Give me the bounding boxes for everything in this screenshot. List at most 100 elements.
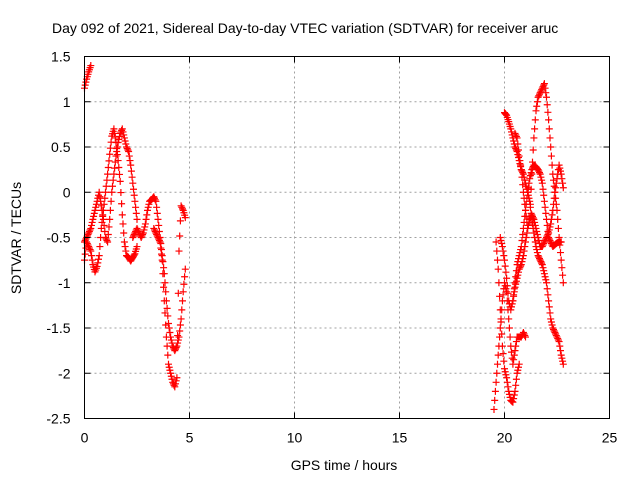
- data-point: [155, 235, 163, 243]
- data-point: [538, 243, 546, 251]
- data-point: [161, 309, 169, 317]
- data-point: [547, 238, 555, 246]
- data-point: [82, 78, 90, 86]
- data-point: [511, 279, 519, 287]
- series-s4: [129, 193, 189, 355]
- data-point: [86, 246, 94, 254]
- data-point: [537, 87, 545, 95]
- data-point: [111, 134, 119, 142]
- data-point: [116, 132, 123, 140]
- data-point: [515, 252, 523, 260]
- data-point: [548, 161, 556, 169]
- data-point: [163, 304, 171, 312]
- data-point: [118, 126, 126, 134]
- data-point: [534, 252, 542, 260]
- data-point: [176, 217, 184, 225]
- data-point: [120, 131, 128, 139]
- data-point: [125, 148, 133, 156]
- data-point: [528, 211, 536, 219]
- data-point: [522, 200, 530, 208]
- data-point: [533, 249, 541, 257]
- data-point: [558, 354, 566, 362]
- data-point: [501, 365, 508, 373]
- data-point: [113, 148, 121, 156]
- data-point: [557, 170, 565, 178]
- data-point: [179, 297, 186, 305]
- y-tick-label: -1: [58, 275, 71, 291]
- data-point: [143, 211, 151, 219]
- data-point: [113, 143, 121, 151]
- data-point: [165, 324, 173, 332]
- data-point: [543, 285, 551, 293]
- data-point: [99, 211, 107, 219]
- data-point: [90, 212, 98, 220]
- data-point: [165, 363, 173, 371]
- data-point: [551, 188, 559, 196]
- data-point: [515, 255, 522, 263]
- data-point: [545, 235, 553, 243]
- data-point: [519, 329, 527, 337]
- data-point: [505, 387, 513, 395]
- data-point: [533, 230, 541, 238]
- data-point: [540, 240, 548, 248]
- data-point: [163, 342, 171, 350]
- data-point: [130, 191, 138, 199]
- data-point: [546, 134, 554, 142]
- data-point: [87, 62, 95, 70]
- data-point: [506, 393, 514, 401]
- data-point: [141, 220, 149, 228]
- data-point: [127, 167, 135, 175]
- data-point: [505, 390, 513, 398]
- data-point: [524, 184, 532, 192]
- data-point: [100, 221, 108, 229]
- data-point: [519, 181, 527, 189]
- data-point: [554, 335, 562, 343]
- data-point: [158, 250, 165, 258]
- data-point: [109, 182, 116, 190]
- data-point: [103, 237, 111, 245]
- data-point: [490, 405, 498, 413]
- data-point: [507, 125, 515, 133]
- data-point: [536, 255, 543, 263]
- data-point: [118, 211, 126, 219]
- data-point: [156, 238, 164, 246]
- data-point: [547, 318, 555, 326]
- data-point: [537, 258, 545, 266]
- data-point: [510, 395, 518, 403]
- data-point: [127, 161, 135, 169]
- data-point: [175, 333, 183, 341]
- data-point: [108, 188, 116, 196]
- data-point: [500, 252, 508, 260]
- y-tick-label: 0: [63, 184, 71, 200]
- data-point: [101, 227, 109, 235]
- data-point: [542, 209, 550, 217]
- data-point: [517, 161, 525, 169]
- data-point: [166, 366, 174, 374]
- data-point: [496, 306, 504, 314]
- data-point: [540, 80, 548, 88]
- series-s8: [501, 109, 567, 368]
- data-point: [493, 369, 501, 377]
- data-point: [172, 377, 180, 385]
- data-point: [162, 333, 170, 341]
- data-point: [124, 146, 132, 154]
- data-point: [508, 303, 515, 311]
- data-point: [510, 137, 518, 145]
- data-point: [515, 363, 522, 371]
- data-point: [88, 252, 95, 260]
- data-point: [530, 215, 538, 223]
- data-point: [503, 274, 511, 282]
- data-point: [550, 194, 558, 202]
- data-point: [85, 244, 93, 252]
- x-tick-label: 20: [497, 430, 513, 446]
- data-point: [118, 200, 126, 208]
- series-s7: [492, 238, 523, 406]
- data-point: [105, 157, 113, 165]
- data-point: [559, 279, 567, 287]
- data-point: [122, 140, 130, 148]
- data-point: [539, 264, 547, 272]
- data-point: [92, 203, 100, 211]
- data-point: [179, 205, 186, 213]
- data-point: [548, 321, 556, 329]
- y-tick-label: -1.5: [46, 320, 70, 336]
